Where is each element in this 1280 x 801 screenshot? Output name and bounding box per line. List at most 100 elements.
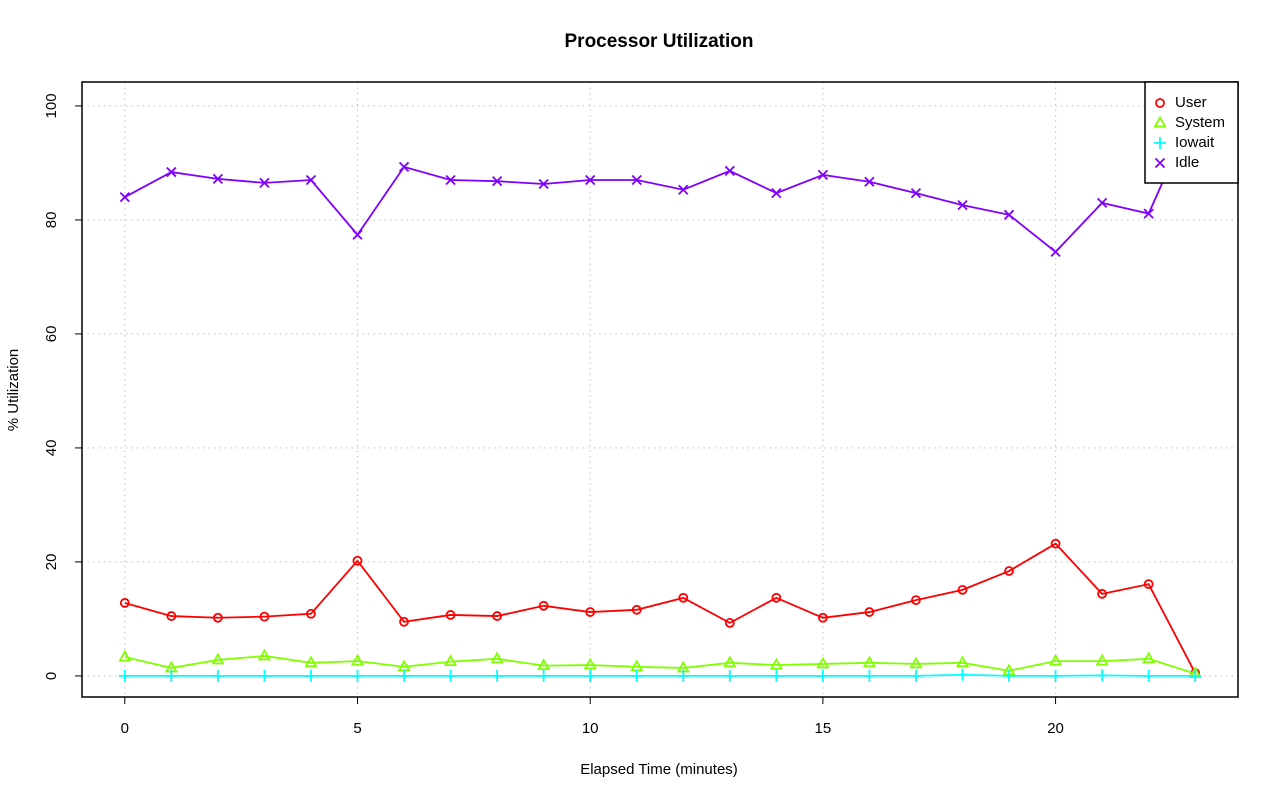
point	[259, 611, 270, 622]
point	[257, 648, 271, 661]
point	[911, 595, 921, 606]
point	[817, 612, 828, 623]
x-tick-label: 10	[582, 720, 599, 737]
point	[211, 669, 224, 682]
point	[1096, 669, 1109, 682]
y-tick-label: 60	[43, 326, 60, 343]
point	[445, 174, 456, 186]
point	[119, 191, 130, 203]
point	[770, 669, 783, 682]
point	[1142, 651, 1156, 664]
series-line	[124, 108, 1197, 254]
point	[211, 652, 225, 665]
point	[398, 161, 410, 173]
point	[817, 169, 829, 181]
y-tick-label: 40	[43, 440, 60, 457]
point	[816, 669, 829, 682]
point	[585, 607, 596, 617]
point	[444, 669, 457, 682]
series-line	[124, 673, 1196, 677]
point	[910, 188, 922, 199]
point	[352, 555, 363, 566]
series-line	[124, 655, 1196, 675]
y-axis-label: % Utilization	[5, 349, 22, 432]
point	[352, 229, 363, 240]
point	[445, 610, 456, 620]
point	[444, 654, 458, 667]
x-tick-label: 20	[1047, 720, 1064, 737]
point	[1049, 653, 1063, 666]
point	[1189, 669, 1202, 682]
point	[583, 657, 597, 670]
point	[1097, 588, 1108, 599]
point	[1004, 566, 1014, 576]
point	[585, 174, 596, 186]
point	[955, 655, 970, 668]
point	[165, 669, 178, 682]
point	[1050, 538, 1061, 549]
point	[397, 659, 411, 672]
point	[306, 608, 316, 619]
point	[863, 669, 876, 682]
legend-marker	[1153, 115, 1167, 128]
point	[584, 669, 597, 682]
point	[864, 176, 875, 187]
point	[909, 669, 922, 682]
point	[118, 649, 132, 662]
point	[909, 656, 923, 669]
point	[350, 653, 365, 666]
point	[538, 600, 549, 611]
legend-label: System	[1175, 114, 1225, 131]
point	[864, 607, 875, 617]
point	[862, 655, 876, 668]
point	[490, 651, 504, 664]
legend-label: Idle	[1175, 154, 1199, 171]
legend-marker	[1154, 137, 1166, 149]
point	[1096, 197, 1108, 208]
point	[724, 165, 735, 177]
point	[491, 669, 504, 682]
point	[1049, 669, 1062, 682]
point	[630, 669, 643, 682]
point	[678, 184, 689, 195]
point	[1003, 209, 1015, 220]
point	[259, 177, 270, 189]
point	[258, 669, 271, 682]
x-tick-label: 0	[121, 720, 129, 737]
legend-marker	[1155, 98, 1165, 108]
point	[119, 598, 130, 608]
point	[399, 616, 409, 627]
point	[957, 199, 968, 211]
legend-label: User	[1175, 94, 1207, 111]
point	[957, 584, 968, 595]
point	[166, 611, 177, 621]
x-tick-label: 5	[353, 720, 361, 737]
point	[304, 669, 317, 682]
point	[491, 176, 503, 187]
point	[492, 611, 503, 621]
point	[304, 655, 318, 668]
plot-frame	[81, 81, 1239, 698]
point	[537, 669, 550, 682]
legend-marker	[1154, 157, 1166, 169]
y-tick-label: 100	[43, 93, 60, 118]
series-line	[124, 542, 1196, 674]
point	[538, 178, 549, 190]
point	[630, 659, 644, 672]
point	[724, 618, 735, 628]
point	[631, 604, 642, 615]
point	[771, 592, 782, 603]
point	[769, 657, 783, 670]
point	[537, 658, 551, 671]
point	[212, 612, 223, 623]
point	[1142, 669, 1155, 682]
point	[723, 655, 737, 668]
x-axis-label: Elapsed Time (minutes)	[580, 761, 738, 778]
point	[723, 669, 736, 682]
point	[398, 669, 411, 682]
point	[678, 592, 689, 603]
point	[1003, 669, 1016, 682]
x-tick-label: 15	[815, 720, 832, 737]
point	[677, 669, 690, 682]
